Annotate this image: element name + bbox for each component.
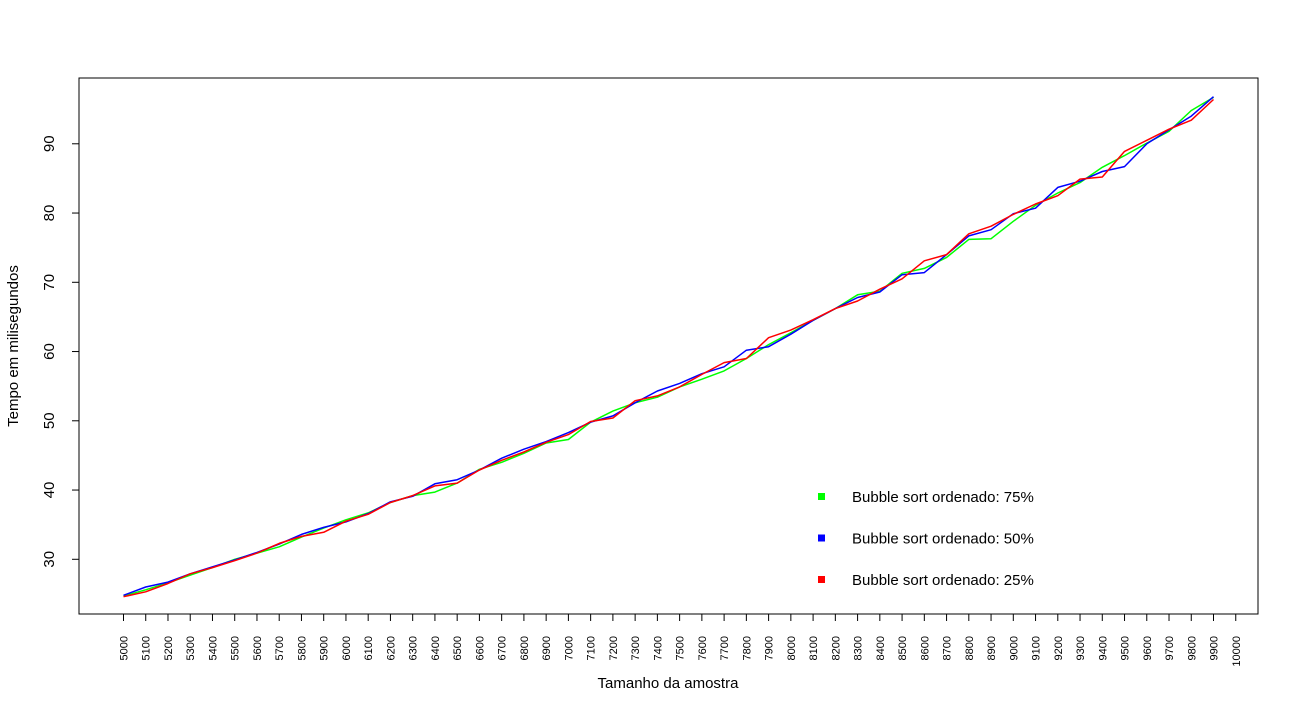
x-tick-label: 7000 — [563, 636, 575, 660]
x-tick-label: 8100 — [808, 636, 820, 660]
legend-swatch — [818, 576, 825, 583]
x-axis-title: Tamanho da amostra — [598, 675, 740, 692]
y-tick-label: 60 — [41, 343, 58, 360]
x-tick-label: 6100 — [363, 636, 375, 660]
x-tick-label: 8700 — [942, 636, 954, 660]
x-tick-label: 7900 — [764, 636, 776, 660]
x-tick-label: 8600 — [919, 636, 931, 660]
legend-label: Bubble sort ordenado: 50% — [852, 531, 1034, 548]
x-tick-label: 6500 — [452, 636, 464, 660]
x-tick-label: 7500 — [675, 636, 687, 660]
x-tick-label: 9600 — [1142, 636, 1154, 660]
x-tick-label: 5200 — [163, 636, 175, 660]
x-tick-label: 8200 — [830, 636, 842, 660]
legend-swatch — [818, 534, 825, 542]
x-tick-label: 8300 — [853, 636, 865, 660]
x-tick-label: 8000 — [786, 636, 798, 660]
x-tick-label: 9000 — [1008, 636, 1020, 660]
x-tick-label: 7300 — [630, 636, 642, 660]
series-line-3 — [123, 98, 1215, 598]
x-tick-label: 6600 — [474, 636, 486, 660]
x-tick-label: 5600 — [252, 636, 264, 660]
series-line-1 — [123, 96, 1214, 597]
x-tick-label: 6200 — [385, 636, 397, 660]
x-tick-label: 5900 — [319, 636, 331, 660]
x-tick-label: 5500 — [230, 636, 242, 660]
legend-swatch — [818, 493, 825, 500]
x-tick-label: 9400 — [1097, 636, 1109, 660]
series-line-2 — [123, 96, 1214, 597]
y-tick-label: 90 — [41, 135, 58, 152]
legend-label: Bubble sort ordenado: 75% — [852, 489, 1034, 506]
y-axis-title: Tempo em milisegundos — [5, 265, 22, 427]
x-tick-label: 6700 — [497, 636, 509, 660]
x-tick-label: 8500 — [897, 636, 909, 660]
x-tick-label: 9900 — [1209, 636, 1221, 660]
x-tick-label: 5300 — [185, 636, 197, 660]
legend-label: Bubble sort ordenado: 25% — [852, 572, 1034, 589]
x-tick-label: 9200 — [1053, 636, 1065, 660]
y-tick-label: 50 — [41, 412, 58, 429]
x-tick-label: 6900 — [541, 636, 553, 660]
x-tick-label: 7200 — [608, 636, 620, 660]
x-tick-label: 9700 — [1164, 636, 1176, 660]
x-tick-label: 6000 — [341, 636, 353, 660]
x-tick-label: 7700 — [719, 636, 731, 660]
x-tick-label: 9300 — [1075, 636, 1087, 660]
x-tick-label: 7600 — [697, 636, 709, 660]
x-tick-label: 9100 — [1031, 636, 1043, 660]
x-tick-label: 7100 — [586, 636, 598, 660]
x-tick-label: 7400 — [652, 636, 664, 660]
x-axis: 5000 5100 5200 5300 5400 5500 5600 5700 5800 5900… — [118, 613, 1243, 667]
x-tick-label: 5400 — [207, 636, 219, 660]
y-tick-label: 30 — [41, 551, 58, 568]
x-tick-label: 6400 — [430, 636, 442, 660]
x-tick-label: 6800 — [519, 636, 531, 660]
x-tick-label: 5700 — [274, 636, 286, 660]
y-axis: 30 40 50 60 70 80 90 — [41, 135, 80, 568]
x-tick-label: 5800 — [296, 636, 308, 660]
x-tick-label: 8800 — [964, 636, 976, 660]
x-tick-label: 9800 — [1186, 636, 1198, 660]
series-lines — [123, 96, 1215, 598]
x-tick-label: 8900 — [986, 636, 998, 660]
y-tick-label: 40 — [41, 482, 58, 499]
x-tick-label: 9500 — [1120, 636, 1132, 660]
legend: Bubble sort ordenado: 75% Bubble sort ord… — [818, 489, 1034, 589]
x-tick-label: 8400 — [875, 636, 887, 660]
x-tick-label: 7800 — [741, 636, 753, 660]
y-tick-label: 70 — [41, 274, 58, 291]
y-tick-label: 80 — [41, 205, 58, 222]
x-tick-label: 10000 — [1231, 636, 1243, 667]
x-tick-label: 6300 — [408, 636, 420, 660]
plot-frame — [78, 77, 1259, 615]
x-tick-label: 5100 — [141, 636, 153, 660]
x-tick-label: 5000 — [118, 636, 130, 660]
